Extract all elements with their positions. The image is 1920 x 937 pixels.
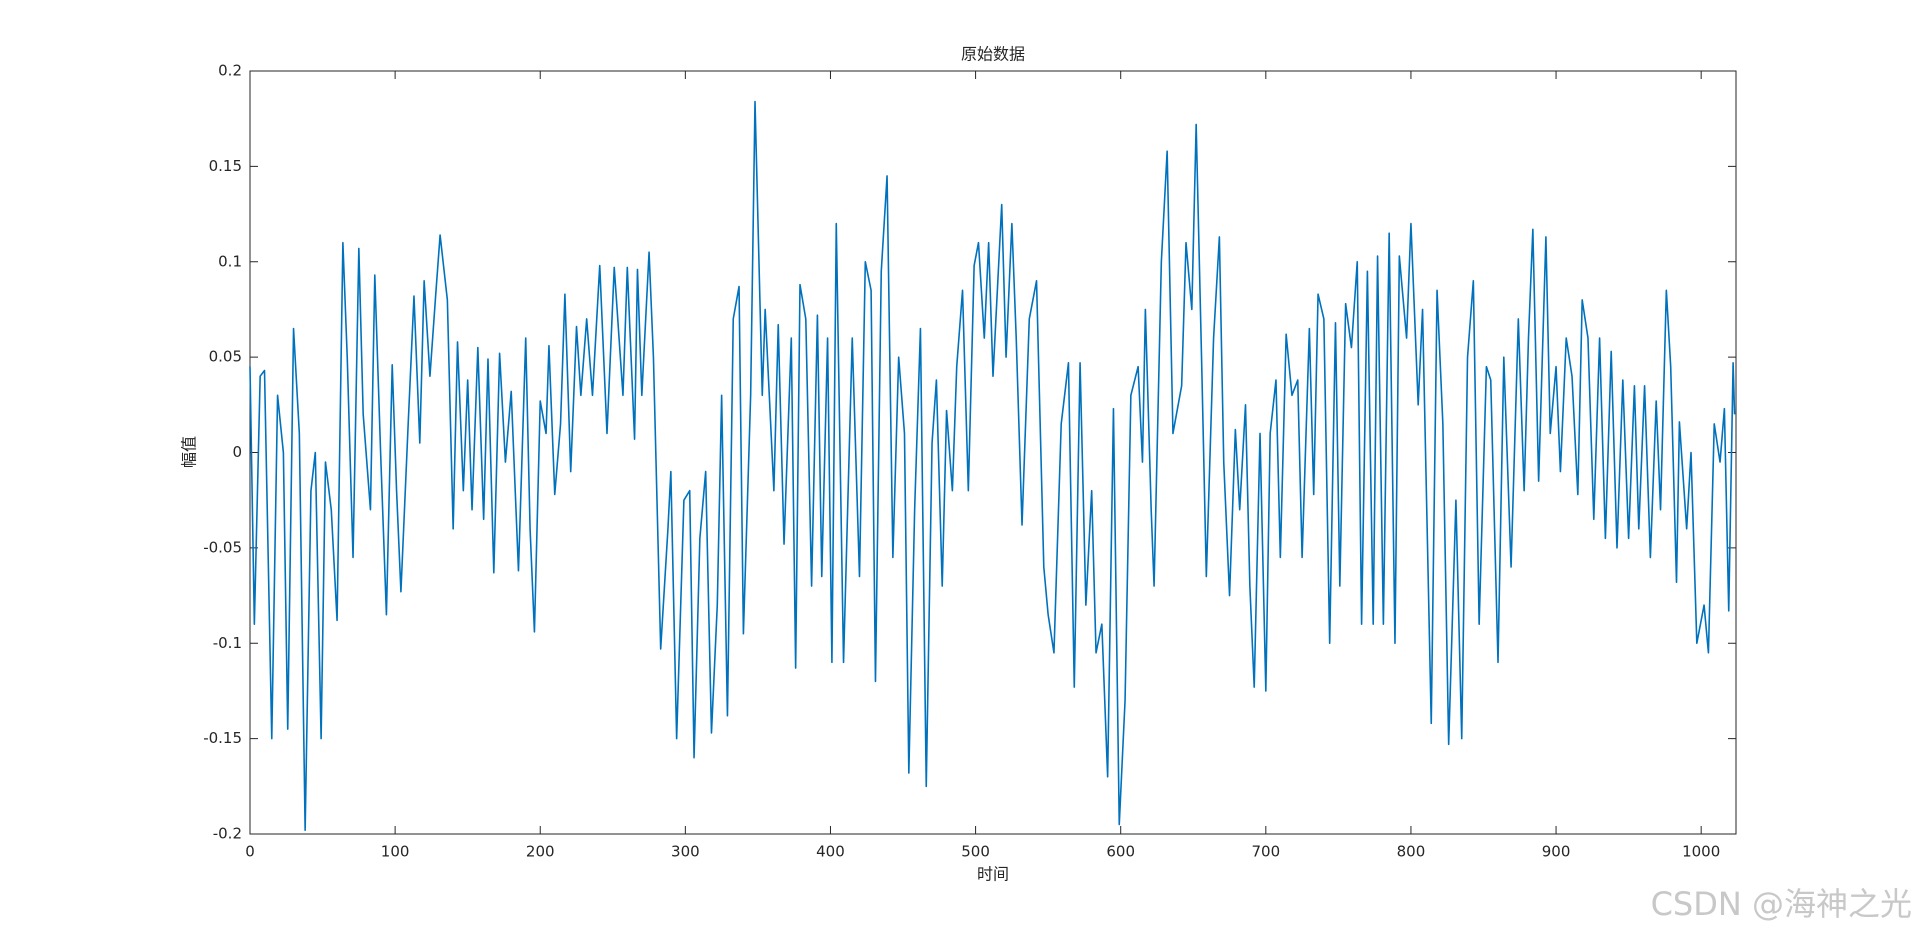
x-tick-label: 300 [671,843,700,861]
y-tick-label: 0 [232,443,242,461]
x-tick-label: 700 [1252,843,1281,861]
y-tick-label: 0.05 [209,348,242,366]
x-tick-label: 200 [526,843,555,861]
y-tick-label: -0.2 [213,825,242,843]
x-tick-label: 900 [1542,843,1571,861]
y-tick-label: -0.05 [203,538,242,556]
watermark: CSDN @海神之光 [1651,885,1912,923]
x-tick-label: 1000 [1682,843,1720,861]
data-line [249,100,1736,831]
x-tick-label: 400 [816,843,845,861]
x-tick-label: 0 [245,843,255,861]
chart-title: 原始数据 [961,45,1025,64]
y-tick-label: 0.15 [209,157,242,175]
x-tick-label: 100 [381,843,410,861]
x-tick-label: 800 [1397,843,1426,861]
y-tick-label: 0.1 [218,252,242,270]
x-tick-label: 600 [1106,843,1135,861]
x-axis-label: 时间 [977,865,1009,884]
y-tick-label: 0.2 [218,62,242,80]
y-axis-label: 幅值 [180,436,199,468]
y-tick-label: -0.1 [213,634,242,652]
plot-frame [249,70,1737,835]
y-tick-label: -0.15 [203,729,242,747]
x-tick-label: 500 [961,843,990,861]
